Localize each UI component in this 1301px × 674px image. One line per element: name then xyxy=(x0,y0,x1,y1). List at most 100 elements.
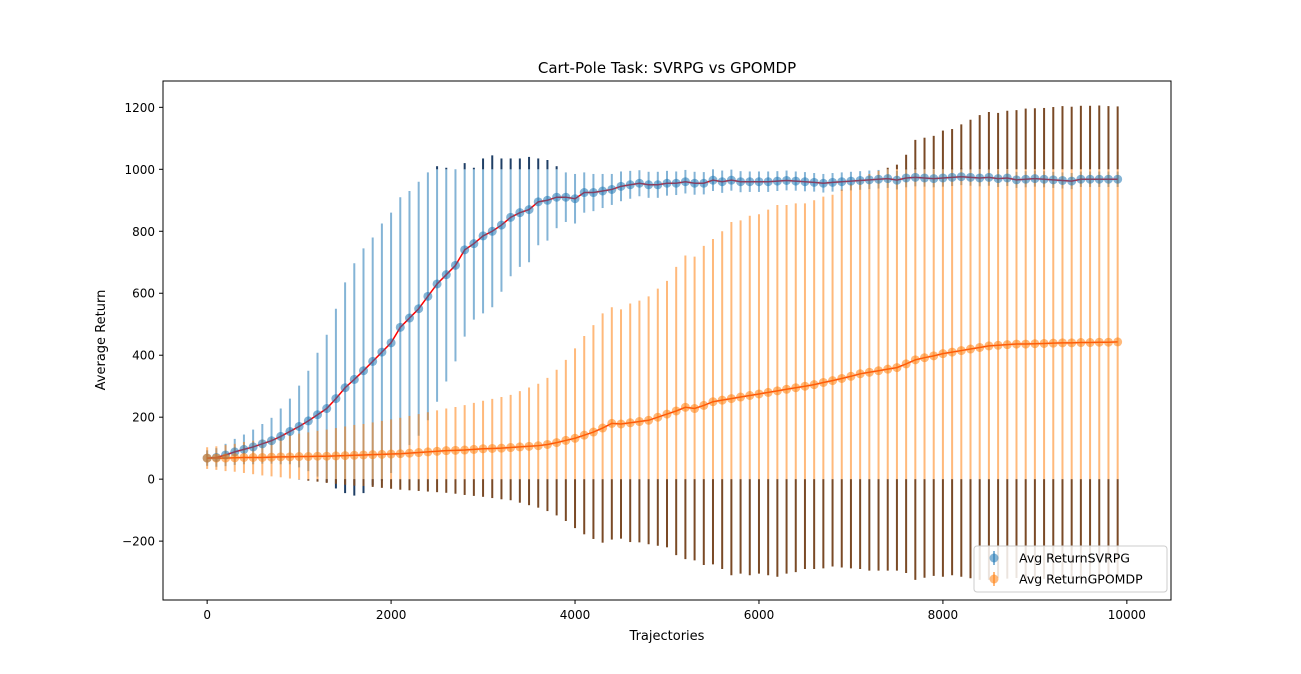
point-svrpg xyxy=(1103,174,1113,184)
x-tick-label: 2000 xyxy=(376,608,407,622)
point-svrpg xyxy=(726,175,736,185)
point-svrpg xyxy=(285,426,295,436)
point-gpomdp xyxy=(1113,337,1123,347)
point-svrpg xyxy=(800,177,810,187)
points-layer xyxy=(202,172,1123,463)
point-gpomdp xyxy=(276,452,286,462)
point-gpomdp xyxy=(460,445,470,455)
point-gpomdp xyxy=(901,359,911,369)
point-gpomdp xyxy=(542,439,552,449)
point-gpomdp xyxy=(993,340,1003,350)
point-svrpg xyxy=(616,181,626,191)
point-gpomdp xyxy=(395,449,405,459)
point-svrpg xyxy=(267,436,277,446)
point-gpomdp xyxy=(230,453,240,463)
point-svrpg xyxy=(239,444,249,454)
point-svrpg xyxy=(1039,174,1049,184)
point-gpomdp xyxy=(616,419,626,429)
legend-marker-svrpg xyxy=(989,551,999,565)
point-gpomdp xyxy=(671,406,681,416)
point-svrpg xyxy=(938,173,948,183)
point-svrpg xyxy=(662,178,672,188)
point-gpomdp xyxy=(736,392,746,402)
legend-box xyxy=(973,545,1168,593)
point-gpomdp xyxy=(450,445,460,455)
point-svrpg xyxy=(1094,174,1104,184)
point-gpomdp xyxy=(1103,337,1113,347)
point-gpomdp xyxy=(828,376,838,386)
point-svrpg xyxy=(680,177,690,187)
point-svrpg xyxy=(717,177,727,187)
error-bars-layer xyxy=(206,105,1119,580)
point-gpomdp xyxy=(800,381,810,391)
x-axis-label: Trajectories xyxy=(629,629,705,644)
point-gpomdp xyxy=(883,364,893,374)
point-gpomdp xyxy=(754,389,764,399)
point-svrpg xyxy=(570,194,580,204)
point-gpomdp xyxy=(634,417,644,427)
legend: Avg ReturnSVRPG Avg ReturnGPOMDP xyxy=(973,545,1168,593)
point-svrpg xyxy=(533,197,543,207)
point-svrpg xyxy=(644,180,654,190)
point-svrpg xyxy=(478,231,488,241)
point-gpomdp xyxy=(690,404,700,414)
point-gpomdp xyxy=(772,386,782,396)
point-svrpg xyxy=(506,212,516,222)
point-gpomdp xyxy=(1048,338,1058,348)
point-gpomdp xyxy=(524,441,534,451)
point-svrpg xyxy=(358,366,368,376)
point-gpomdp xyxy=(404,448,414,458)
point-gpomdp xyxy=(699,400,709,410)
point-gpomdp xyxy=(202,453,212,463)
point-gpomdp xyxy=(625,418,635,428)
point-svrpg xyxy=(818,178,828,188)
point-svrpg xyxy=(524,205,534,215)
point-gpomdp xyxy=(358,450,368,460)
point-svrpg xyxy=(809,177,819,187)
point-svrpg xyxy=(625,180,635,190)
fit-line-gpomdp xyxy=(207,341,1118,459)
point-gpomdp xyxy=(874,366,884,376)
fit-line-svrpg xyxy=(207,175,1118,459)
y-tick-label: 600 xyxy=(132,287,155,301)
point-svrpg xyxy=(395,322,405,332)
point-svrpg xyxy=(947,172,957,182)
y-tick-label: 800 xyxy=(132,225,155,239)
point-gpomdp xyxy=(386,449,396,459)
x-tick-label: 8000 xyxy=(928,608,959,622)
point-svrpg xyxy=(368,356,378,366)
point-svrpg xyxy=(294,421,304,431)
point-svrpg xyxy=(257,439,267,449)
y-tick-label: 0 xyxy=(147,473,155,487)
point-svrpg xyxy=(956,172,966,182)
point-gpomdp xyxy=(1021,339,1031,349)
point-svrpg xyxy=(846,176,856,186)
point-svrpg xyxy=(874,174,884,184)
point-gpomdp xyxy=(349,450,359,460)
point-gpomdp xyxy=(1094,337,1104,347)
point-svrpg xyxy=(607,184,617,194)
point-svrpg xyxy=(855,175,865,185)
point-gpomdp xyxy=(285,452,295,462)
point-gpomdp xyxy=(598,423,608,433)
point-svrpg xyxy=(377,347,387,357)
point-gpomdp xyxy=(221,453,231,463)
point-gpomdp xyxy=(478,444,488,454)
point-svrpg xyxy=(828,177,838,187)
point-svrpg xyxy=(1113,174,1123,184)
point-svrpg xyxy=(910,172,920,182)
point-svrpg xyxy=(313,410,323,420)
point-svrpg xyxy=(579,188,589,198)
point-gpomdp xyxy=(588,427,598,437)
point-svrpg xyxy=(487,226,497,236)
point-svrpg xyxy=(423,291,433,301)
point-gpomdp xyxy=(966,344,976,354)
point-svrpg xyxy=(690,178,700,188)
point-gpomdp xyxy=(441,446,451,456)
point-svrpg xyxy=(975,173,985,183)
point-gpomdp xyxy=(763,387,773,397)
point-gpomdp xyxy=(920,353,930,363)
point-gpomdp xyxy=(533,441,543,451)
y-tick-label: 200 xyxy=(132,411,155,425)
point-svrpg xyxy=(763,177,773,187)
